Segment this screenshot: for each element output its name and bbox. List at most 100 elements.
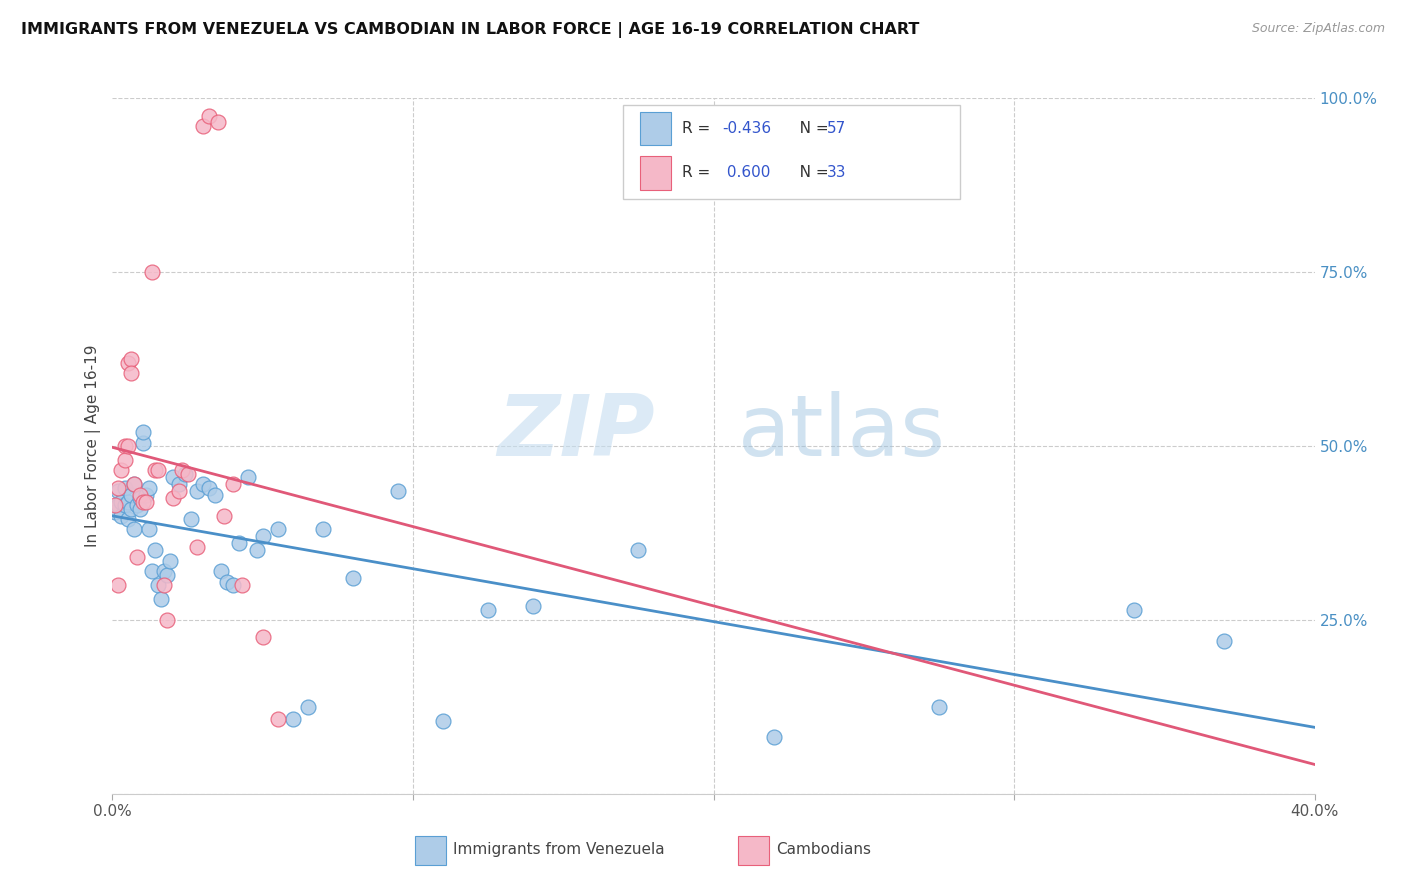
Point [387,484,409,499]
Point [125,550,148,565]
Point [155,567,177,582]
Point [117,355,139,369]
Point [222,477,245,491]
Point [135,488,157,502]
Point [110,463,132,477]
Point [215,574,238,589]
Point [138,523,160,537]
Point [104,498,127,512]
Point [1213,633,1236,648]
Y-axis label: In Labor Force | Age 16-19: In Labor Force | Age 16-19 [86,344,101,548]
Point [228,536,250,550]
Text: Cambodians: Cambodians [776,842,872,856]
Point [297,699,319,714]
Point [131,425,153,439]
Text: N =: N = [785,165,834,180]
Point [135,494,157,508]
Point [117,439,139,453]
Point [236,470,259,484]
Text: IMMIGRANTS FROM VENEZUELA VS CAMBODIAN IN LABOR FORCE | AGE 16-19 CORRELATION CH: IMMIGRANTS FROM VENEZUELA VS CAMBODIAN I… [21,22,920,38]
Text: ZIP: ZIP [498,391,655,474]
Point [1123,602,1146,616]
Point [120,366,142,380]
Text: -0.436: -0.436 [721,121,770,136]
Text: 0.600: 0.600 [721,165,770,180]
Point [204,488,226,502]
Point [342,571,364,585]
Point [122,523,145,537]
Point [138,481,160,495]
Point [522,599,544,613]
Point [159,554,181,568]
Point [120,488,142,502]
Point [107,498,129,512]
Point [267,712,290,726]
Point [170,463,193,477]
Point [143,463,166,477]
Point [432,714,454,728]
Point [173,467,195,481]
Point [176,467,198,481]
Point [120,351,142,366]
Point [110,508,132,523]
Point [104,505,127,519]
Text: Immigrants from Venezuela: Immigrants from Venezuela [453,842,665,856]
Point [152,564,174,578]
Point [762,730,785,744]
Point [209,564,232,578]
Text: Source: ZipAtlas.com: Source: ZipAtlas.com [1251,22,1385,36]
Point [107,484,129,499]
Point [928,699,950,714]
Point [117,512,139,526]
Point [186,540,208,554]
Point [122,477,145,491]
Point [152,578,174,592]
Point [191,477,214,491]
Point [149,592,172,607]
Point [143,543,166,558]
Text: R =: R = [682,165,716,180]
Point [167,484,190,499]
Point [141,564,163,578]
Point [162,470,184,484]
Point [477,602,499,616]
Point [197,109,219,123]
Point [117,494,139,508]
Point [207,115,229,129]
Point [122,477,145,491]
Point [197,481,219,495]
Point [128,501,150,516]
Point [128,491,150,505]
Point [114,498,136,512]
Point [231,578,253,592]
Point [252,630,274,644]
Text: atlas: atlas [738,391,946,474]
Point [155,613,177,627]
Point [141,265,163,279]
Point [125,498,148,512]
Point [180,512,202,526]
Point [167,477,190,491]
Point [128,488,150,502]
Point [191,119,214,133]
Point [627,543,650,558]
Text: R =: R = [682,121,716,136]
Point [114,453,136,467]
Text: 33: 33 [827,165,846,180]
Point [162,491,184,505]
Point [212,508,235,523]
Point [246,543,269,558]
Text: 57: 57 [827,121,846,136]
Point [146,578,169,592]
Point [252,529,274,543]
Point [131,494,153,508]
Point [120,501,142,516]
Point [114,439,136,453]
Point [131,435,153,450]
Text: N =: N = [785,121,834,136]
Point [222,578,245,592]
Point [114,481,136,495]
Point [146,463,169,477]
Point [312,523,335,537]
Point [267,523,290,537]
